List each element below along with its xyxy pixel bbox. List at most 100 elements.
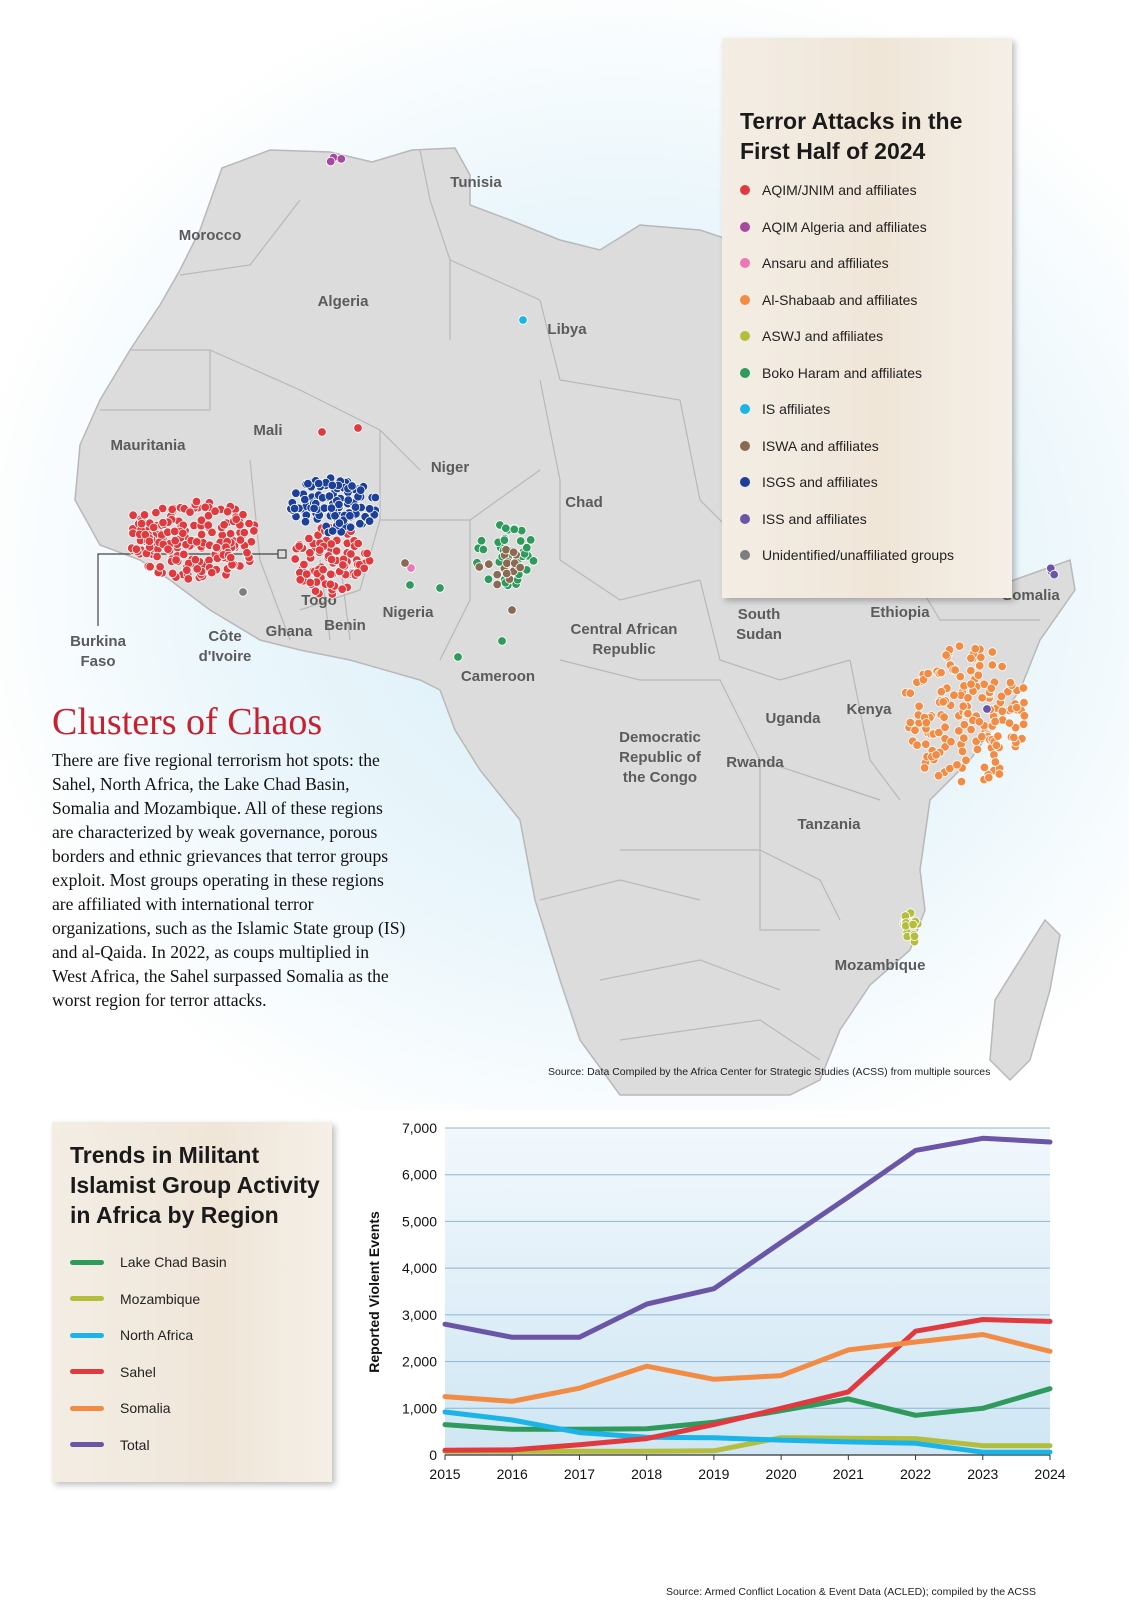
- attack-dot: [508, 547, 519, 558]
- attack-dot: [315, 545, 325, 555]
- attack-dot: [155, 562, 165, 572]
- legend-dot-icon: [740, 477, 750, 487]
- attack-dot: [370, 492, 381, 503]
- attack-dot: [909, 931, 920, 942]
- trend-legend-title-line1: Trends in Militant: [70, 1142, 260, 1168]
- attack-dot: [966, 724, 976, 735]
- burkina-label-line1: Burkina: [70, 633, 127, 650]
- attack-dots: [126, 152, 1059, 947]
- attack-dot: [976, 652, 986, 663]
- attack-dot: [955, 671, 966, 682]
- attack-dot: [334, 518, 345, 528]
- country-label-chad: Chad: [565, 494, 603, 511]
- attack-dot: [963, 693, 973, 703]
- attack-dot: [324, 491, 335, 501]
- attack-dot: [492, 579, 502, 590]
- attack-dot: [128, 510, 138, 520]
- y-tick-label: 6,000: [402, 1167, 437, 1183]
- map-legend-title-line2: First Half of 2024: [740, 138, 926, 164]
- attack-dot: [140, 530, 151, 540]
- attack-dot: [350, 502, 361, 512]
- attack-dot: [923, 668, 933, 679]
- attack-dot: [336, 154, 347, 164]
- map-legend-item: ISS and affiliates: [740, 509, 867, 529]
- attack-dot: [518, 315, 528, 325]
- attack-dot: [192, 537, 202, 547]
- map-legend-label: ISWA and affiliates: [762, 437, 879, 454]
- trend-legend-label: Mozambique: [120, 1290, 201, 1307]
- trend-chart: 0 1,000 2,000 3,000 4,000 5,000 6,000 7,000 201…: [366, 1120, 1066, 1482]
- attack-dot: [158, 517, 168, 528]
- x-tick-label: 2020: [766, 1466, 797, 1482]
- country-label-c-te-d-ivoire-line2: d'Ivoire: [199, 648, 252, 665]
- attack-dot: [152, 551, 162, 562]
- attack-dot: [956, 776, 967, 787]
- attack-dot: [303, 479, 313, 489]
- madagascar: [989, 918, 1061, 1082]
- legend-line-icon: [70, 1296, 104, 1301]
- attack-dot: [182, 565, 192, 575]
- attack-dot: [941, 650, 951, 660]
- attack-dot: [483, 574, 494, 585]
- attack-dot: [990, 716, 1000, 727]
- country-label-uganda: Uganda: [765, 710, 821, 727]
- attack-dot: [515, 562, 525, 573]
- attack-dot: [957, 746, 968, 757]
- attack-dot: [972, 744, 983, 755]
- attack-dot: [959, 733, 969, 743]
- legend-dot-icon: [740, 550, 750, 560]
- attack-dot: [966, 653, 976, 664]
- attack-dot: [990, 757, 1001, 767]
- attack-dot: [300, 517, 311, 527]
- attack-dot: [1018, 683, 1029, 693]
- series-line-somalia: [442, 1332, 1053, 1404]
- attack-dot: [238, 509, 248, 520]
- attack-dot: [977, 732, 987, 742]
- legend-dot-icon: [740, 258, 750, 268]
- legend-line-icon: [70, 1442, 104, 1447]
- plot-area: [445, 1128, 1050, 1455]
- x-tick-label: 2019: [698, 1466, 729, 1482]
- attack-dot: [200, 502, 210, 513]
- attack-dot: [986, 683, 997, 694]
- attack-dot: [1004, 718, 1015, 728]
- attack-dot: [353, 423, 363, 433]
- country-label-c-te-d-ivoire-line1: Côte: [208, 628, 241, 645]
- attack-dot: [940, 742, 950, 752]
- legend-dot-icon: [740, 440, 750, 451]
- attack-dot: [959, 719, 970, 730]
- country-label-south-sudan-line2: Sudan: [736, 626, 782, 643]
- attack-dot: [167, 504, 177, 515]
- attack-dot: [936, 687, 947, 697]
- map-legend-label: Boko Haram and affiliates: [762, 364, 923, 381]
- attack-dot: [325, 579, 336, 590]
- attack-dot: [974, 717, 985, 727]
- country-label-kenya: Kenya: [846, 701, 892, 718]
- attack-dot: [317, 427, 327, 437]
- attack-dot: [509, 524, 520, 535]
- attack-dot: [435, 583, 445, 593]
- trend-legend-label: Somalia: [120, 1400, 171, 1416]
- country-label-democratic-republic-of-the-congo-line2: Republic of: [619, 749, 702, 766]
- attack-dot: [192, 564, 202, 574]
- attack-dot: [238, 587, 248, 597]
- attack-dot: [364, 504, 375, 514]
- attack-dot: [145, 562, 155, 572]
- map-legend-label: Al-Shabaab and affiliates: [762, 291, 918, 308]
- attack-dot: [950, 665, 960, 675]
- attack-dot: [939, 712, 949, 722]
- country-label-benin: Benin: [324, 617, 366, 634]
- attack-dot: [305, 577, 315, 588]
- legend-dot-icon: [740, 367, 750, 378]
- attack-dot: [1019, 697, 1029, 708]
- attack-dot: [963, 708, 973, 719]
- attack-dot: [314, 478, 324, 489]
- attack-dot: [362, 548, 372, 559]
- attack-dot: [982, 704, 992, 714]
- attack-dot: [183, 574, 194, 584]
- attack-dot: [326, 554, 337, 565]
- attack-dot: [994, 769, 1005, 779]
- attack-dot: [309, 503, 319, 514]
- attack-dot: [337, 584, 347, 594]
- article-body: There are five regional terrorism hot sp…: [52, 750, 406, 1010]
